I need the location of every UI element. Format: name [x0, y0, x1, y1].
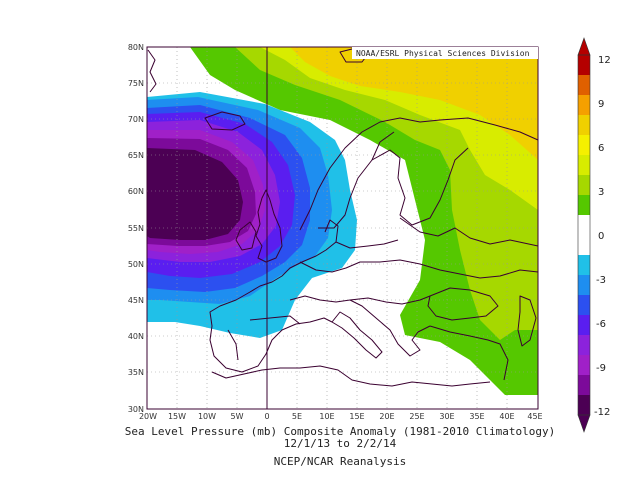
- lat-label: 60N: [128, 187, 144, 196]
- data-source: NCEP/NCAR Reanalysis: [273, 455, 407, 468]
- colorbar-tick-label: 3: [598, 187, 604, 198]
- lat-label: 65N: [128, 151, 144, 160]
- lon-label: 0: [264, 412, 269, 421]
- colorbar-swatch: [578, 275, 590, 296]
- lat-label: 75N: [128, 79, 144, 88]
- lat-label: 55N: [128, 224, 144, 233]
- colorbar-swatch: [578, 375, 590, 396]
- lat-label: 45N: [128, 296, 144, 305]
- map-title: Sea Level Pressure (mb) Composite Anomal…: [124, 425, 556, 438]
- lon-label: 5W: [231, 412, 244, 421]
- colorbar-swatch: [578, 255, 590, 276]
- colorbar-tick-label: 0: [598, 231, 604, 242]
- lon-label: 25E: [409, 412, 424, 421]
- lon-label: 5E: [292, 412, 302, 421]
- colorbar: 12 9 6 3 0 -3 -6 -9 -12: [577, 37, 611, 433]
- lat-label: 40N: [128, 332, 144, 341]
- colorbar-swatch: [578, 395, 590, 416]
- coastlines: [147, 47, 539, 387]
- lon-label: 15E: [349, 412, 364, 421]
- lon-label: 10E: [319, 412, 334, 421]
- colorbar-swatch: [578, 115, 590, 136]
- colorbar-top-arrow: [577, 37, 591, 56]
- lon-label: 30E: [439, 412, 454, 421]
- colorbar-swatch: [578, 195, 590, 216]
- lat-label: 35N: [128, 368, 144, 377]
- lat-label: 80N: [128, 43, 144, 52]
- credit-label: NOAA/ESRL Physical Sciences Division: [356, 49, 530, 58]
- colorbar-swatch: [578, 315, 590, 336]
- lon-label: 15W: [168, 412, 186, 421]
- latitude-labels: 80N 75N 70N 65N 60N 55N 50N 45N 40N 35N …: [128, 43, 144, 414]
- colorbar-tick-label: 6: [598, 143, 604, 154]
- colorbar-tick-label: -3: [596, 275, 606, 286]
- lat-label: 50N: [128, 260, 144, 269]
- colorbar-swatch: [578, 55, 590, 76]
- colorbar-swatch: [578, 235, 590, 256]
- lon-label: 10W: [198, 412, 216, 421]
- colorbar-tick-label: -6: [596, 319, 606, 330]
- lon-label: 20E: [379, 412, 394, 421]
- colorbar-swatch: [578, 215, 590, 236]
- colorbar-tick-label: -9: [596, 363, 606, 374]
- date-range: 12/1/13 to 2/2/14: [283, 437, 397, 450]
- lon-label: 45E: [527, 412, 542, 421]
- colorbar-swatch: [578, 155, 590, 176]
- colorbar-tick-label: 12: [598, 55, 611, 66]
- anomaly-field: [147, 47, 538, 409]
- colorbar-swatch: [578, 175, 590, 196]
- colorbar-swatch: [578, 75, 590, 96]
- lon-label: 20W: [139, 412, 157, 421]
- colorbar-swatch: [578, 355, 590, 376]
- colorbar-swatch: [578, 135, 590, 156]
- colorbar-tick-label: 9: [598, 99, 604, 110]
- colorbar-swatch: [578, 95, 590, 116]
- plot-frame: [146, 46, 539, 410]
- colorbar-tick-label: -12: [594, 407, 610, 418]
- lat-label: 30N: [128, 405, 144, 414]
- colorbar-swatch: [578, 295, 590, 316]
- lon-label: 40E: [499, 412, 514, 421]
- lat-label: 70N: [128, 115, 144, 124]
- lon-label: 35E: [469, 412, 484, 421]
- colorbar-swatch: [578, 335, 590, 356]
- longitude-labels: 20W 15W 10W 5W 0 5E 10E 15E 20E 25E 30E …: [139, 412, 543, 421]
